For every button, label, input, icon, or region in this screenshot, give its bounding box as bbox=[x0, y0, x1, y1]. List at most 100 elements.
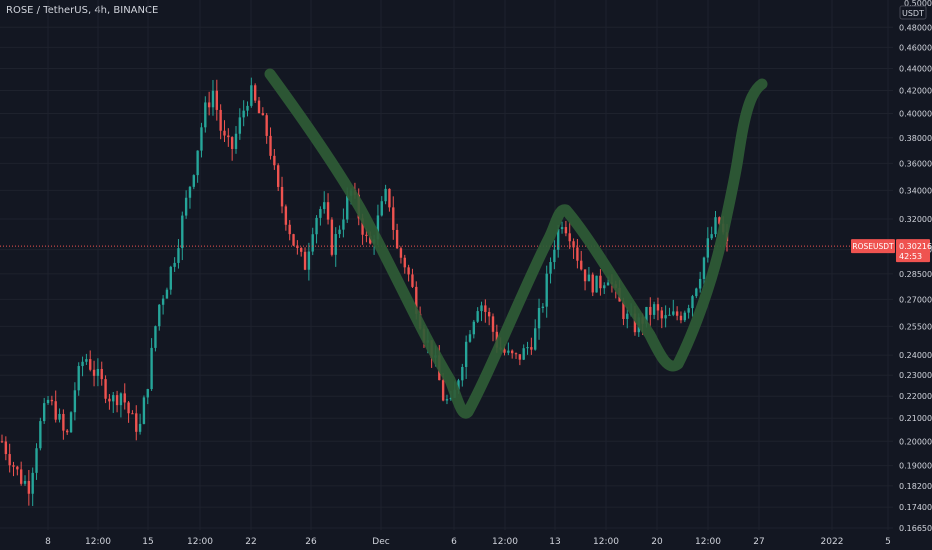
candle bbox=[108, 394, 111, 410]
time-tick-label: 15 bbox=[142, 537, 153, 547]
candle-body bbox=[380, 201, 383, 216]
candle bbox=[576, 239, 579, 269]
candle-body bbox=[330, 219, 334, 255]
candle-body bbox=[165, 289, 169, 299]
price-tick-label: 0.19000 bbox=[899, 462, 932, 471]
candle-body bbox=[96, 368, 100, 376]
candle bbox=[277, 163, 280, 192]
candle bbox=[273, 149, 276, 170]
candle-body bbox=[695, 288, 698, 297]
time-tick-label: 13 bbox=[549, 537, 560, 547]
candle-body bbox=[530, 347, 533, 350]
candle-body bbox=[549, 262, 552, 274]
candle-body bbox=[219, 109, 222, 131]
candle bbox=[165, 287, 169, 299]
candle bbox=[706, 227, 710, 263]
unit-label: USDT bbox=[902, 9, 924, 18]
candle-body bbox=[242, 110, 245, 118]
candle-body bbox=[445, 399, 449, 401]
candle-body bbox=[645, 306, 648, 324]
price-tick-label: 0.18200 bbox=[899, 482, 932, 491]
candle bbox=[19, 461, 23, 486]
candle bbox=[246, 101, 249, 117]
price-tick-label: 0.25500 bbox=[899, 322, 932, 331]
candle bbox=[603, 282, 606, 295]
price-tick-label: 0.46000 bbox=[899, 43, 932, 52]
candle bbox=[541, 303, 545, 313]
candle-body bbox=[8, 454, 11, 466]
candle-body bbox=[269, 135, 272, 156]
candle-body bbox=[108, 398, 111, 402]
time-tick-label: 26 bbox=[305, 537, 317, 547]
candle bbox=[161, 295, 165, 315]
candle-body bbox=[534, 328, 537, 350]
candle bbox=[131, 410, 134, 415]
candle-body bbox=[138, 423, 142, 432]
candle bbox=[92, 360, 96, 387]
candle bbox=[507, 342, 510, 356]
candle bbox=[476, 307, 479, 323]
candle bbox=[127, 401, 130, 423]
candle bbox=[698, 271, 702, 293]
candle-body bbox=[81, 361, 84, 367]
candle bbox=[230, 136, 234, 161]
candle-body bbox=[553, 249, 556, 263]
candle-body bbox=[484, 305, 487, 312]
candle-body bbox=[449, 397, 452, 400]
candle bbox=[534, 319, 537, 351]
candle bbox=[472, 319, 476, 339]
candle bbox=[265, 113, 268, 144]
candle-body bbox=[668, 314, 671, 316]
candle bbox=[280, 176, 284, 214]
time-tick-label: 20 bbox=[651, 537, 663, 547]
candle bbox=[204, 96, 207, 133]
candle bbox=[284, 204, 288, 231]
candle-body bbox=[192, 175, 195, 187]
candle-body bbox=[4, 441, 8, 455]
candle-body bbox=[388, 188, 391, 208]
candle-body bbox=[50, 399, 54, 402]
candle bbox=[27, 470, 31, 506]
candle-body bbox=[196, 150, 199, 176]
candle bbox=[545, 265, 548, 318]
candle-body bbox=[104, 379, 107, 399]
candle bbox=[66, 429, 69, 435]
candle-body bbox=[307, 251, 311, 270]
candle bbox=[687, 304, 690, 319]
time-tick-label: 2022 bbox=[821, 537, 844, 547]
candle bbox=[311, 227, 314, 256]
candle-body bbox=[177, 248, 180, 263]
price-tick-label: 0.28500 bbox=[899, 270, 932, 279]
candle bbox=[215, 79, 219, 121]
candle bbox=[491, 313, 495, 342]
candle bbox=[580, 250, 583, 271]
price-tick-label: 0.44000 bbox=[899, 64, 932, 73]
price-tick-label: 0.27000 bbox=[899, 295, 932, 304]
candle-body bbox=[392, 207, 395, 230]
candle-body bbox=[246, 105, 249, 111]
time-tick-label: 22 bbox=[245, 537, 256, 547]
candle bbox=[514, 352, 518, 359]
candle bbox=[537, 298, 541, 340]
candle bbox=[323, 191, 326, 214]
candle-body bbox=[346, 195, 349, 220]
time-tick-label: 12:00 bbox=[695, 537, 721, 547]
candle-body bbox=[43, 403, 46, 422]
candle bbox=[710, 226, 713, 241]
candle bbox=[104, 375, 107, 404]
candle bbox=[626, 306, 629, 329]
candle bbox=[599, 269, 602, 296]
candle bbox=[392, 196, 395, 240]
candle-body bbox=[572, 241, 575, 248]
candle bbox=[522, 344, 525, 361]
candle bbox=[150, 338, 153, 391]
candle-body bbox=[541, 306, 545, 309]
candle bbox=[89, 350, 92, 372]
candle-body bbox=[457, 380, 460, 390]
candle bbox=[288, 220, 291, 241]
candle-body bbox=[142, 397, 146, 424]
candle-body bbox=[77, 366, 80, 391]
candle bbox=[691, 294, 694, 317]
